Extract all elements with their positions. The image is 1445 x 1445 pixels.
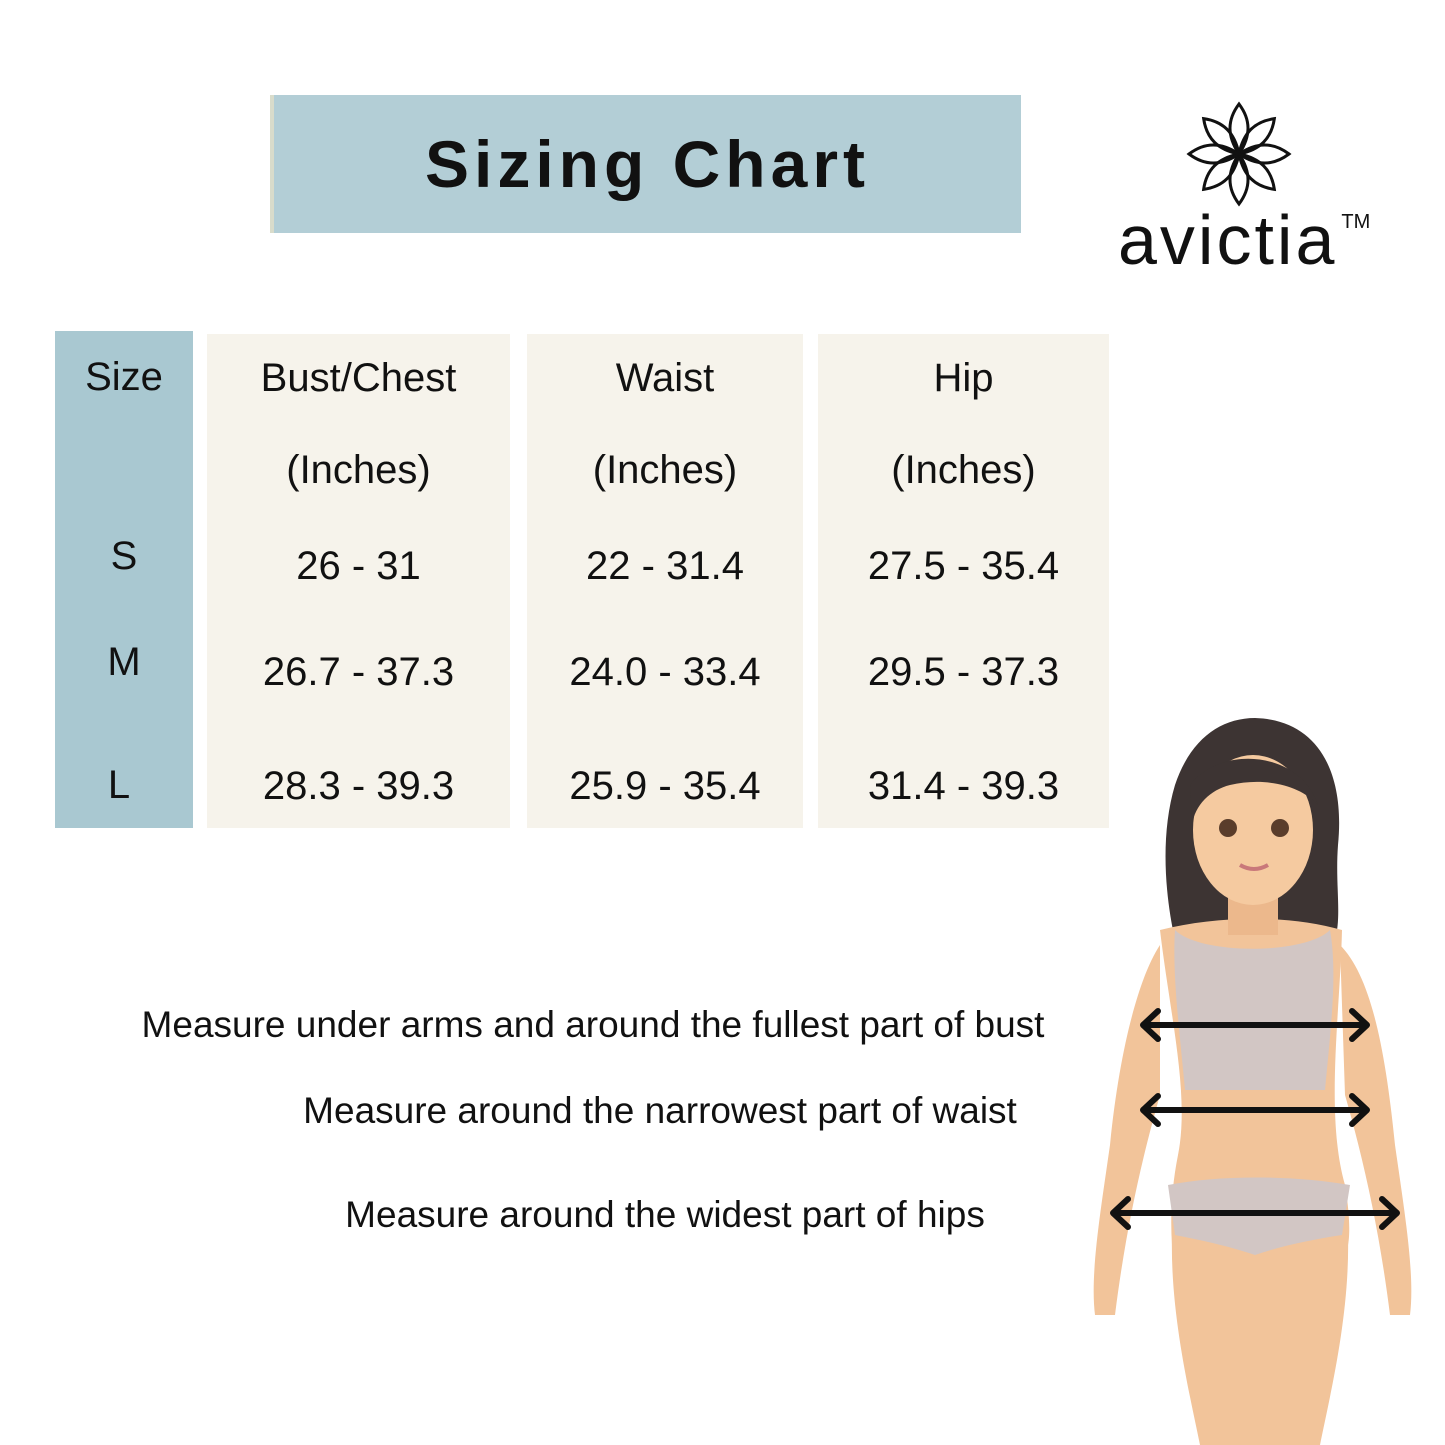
waist-l: 25.9 - 35.4 xyxy=(569,764,761,808)
hip-l: 31.4 - 39.3 xyxy=(867,764,1060,808)
bust-l: 28.3 - 39.3 xyxy=(262,764,455,808)
brand-name: avictia xyxy=(1118,201,1338,279)
hip-s: 27.5 - 35.4 xyxy=(867,544,1060,588)
bust-column: Bust/Chest (Inches) 26 - 31 26.7 - 37.3 … xyxy=(207,334,510,828)
header-bust: Bust/Chest xyxy=(260,356,457,400)
body-measurement-illustration xyxy=(1093,718,1412,1445)
hips-instruction: Measure around the widest part of hips xyxy=(345,1194,985,1235)
size-m: M xyxy=(107,640,141,684)
header-waist: Waist xyxy=(615,356,715,400)
header-waist-unit: (Inches) xyxy=(592,448,738,492)
size-s: S xyxy=(110,534,138,578)
waist-m: 24.0 - 33.4 xyxy=(569,650,761,694)
header-hip: Hip xyxy=(933,356,994,400)
waist-instruction: Measure around the narrowest part of wai… xyxy=(303,1090,1017,1131)
size-l: L xyxy=(107,763,131,807)
hip-column: Hip (Inches) 27.5 - 35.4 29.5 - 37.3 31.… xyxy=(818,334,1109,828)
header-hip-unit: (Inches) xyxy=(891,448,1036,492)
title-banner: Sizing Chart xyxy=(270,95,1021,233)
waist-column: Waist (Inches) 22 - 31.4 24.0 - 33.4 25.… xyxy=(527,334,803,828)
bust-instruction: Measure under arms and around the fulles… xyxy=(141,1004,1045,1045)
header-bust-unit: (Inches) xyxy=(286,448,431,492)
lotus-flower-icon xyxy=(1186,101,1292,207)
trademark: TM xyxy=(1341,211,1371,233)
bust-m: 26.7 - 37.3 xyxy=(262,650,455,694)
brand-logo: avictia TM xyxy=(1118,200,1370,280)
page-title: Sizing Chart xyxy=(424,127,870,201)
bust-s: 26 - 31 xyxy=(296,544,421,588)
header-size: Size xyxy=(85,355,163,399)
hip-m: 29.5 - 37.3 xyxy=(867,650,1060,694)
size-column: Size S M L xyxy=(55,331,193,828)
waist-s: 22 - 31.4 xyxy=(586,544,744,588)
measurement-arrows xyxy=(1110,1008,1400,1230)
